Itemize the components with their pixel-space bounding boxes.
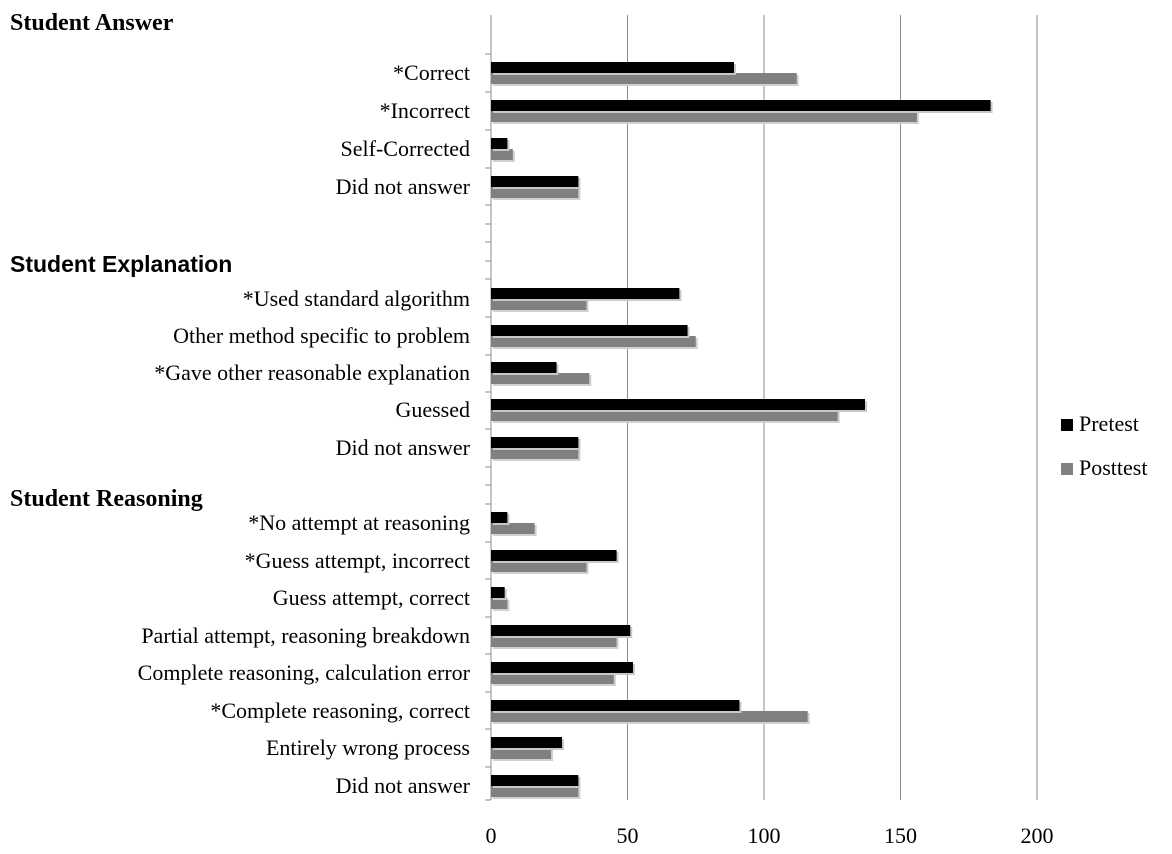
legend-label: Posttest — [1079, 455, 1147, 480]
x-tick-label: 200 — [1021, 823, 1054, 848]
posttest-bar — [491, 711, 808, 722]
pretest-bar — [491, 700, 740, 711]
pretest-bar — [491, 550, 617, 561]
pretest-bar — [491, 138, 508, 149]
pretest-bar — [491, 100, 991, 111]
pretest-bar — [491, 775, 579, 786]
category-label: Partial attempt, reasoning breakdown — [141, 623, 470, 648]
legend-swatch-pretest — [1061, 419, 1073, 431]
pretest-bar — [491, 176, 579, 187]
pretest-bar — [491, 62, 734, 73]
pretest-bar — [491, 288, 680, 299]
posttest-bar — [491, 149, 513, 160]
x-tick-label: 50 — [617, 823, 639, 848]
posttest-bar — [491, 636, 617, 647]
category-labels: *Correct *Incorrect Self-Corrected Did not … — [138, 60, 471, 798]
posttest-bar — [491, 299, 587, 310]
category-label: Did not answer — [336, 773, 471, 798]
pretest-bar — [491, 325, 688, 336]
posttest-bar — [491, 598, 508, 609]
legend: Pretest Posttest — [1061, 411, 1147, 480]
pretest-bar — [491, 662, 633, 673]
posttest-bar — [491, 187, 579, 198]
posttest-bar — [491, 373, 590, 384]
category-label: Other method specific to problem — [173, 323, 470, 348]
posttest-bar — [491, 448, 579, 459]
category-label: *Incorrect — [380, 98, 470, 123]
section-titles: Student Answer Student Explanation Student… — [10, 10, 232, 512]
posttest-bar — [491, 561, 587, 572]
posttest-bar — [491, 673, 614, 684]
category-label: Did not answer — [336, 435, 471, 460]
pretest-bar — [491, 362, 557, 373]
category-label: Did not answer — [336, 174, 471, 199]
x-tick-label: 0 — [486, 823, 497, 848]
posttest-bar — [491, 786, 579, 797]
posttest-bar — [491, 73, 797, 84]
category-label: Self-Corrected — [341, 136, 471, 161]
posttest-bar — [491, 410, 838, 421]
x-tick-labels: 0 50 100 150 200 — [486, 823, 1054, 848]
posttest-bar — [491, 748, 552, 759]
category-axis — [485, 15, 492, 801]
pretest-bar — [491, 437, 579, 448]
bars — [491, 62, 993, 799]
category-label: *Complete reasoning, correct — [210, 698, 470, 723]
category-label: *No attempt at reasoning — [248, 510, 470, 535]
posttest-bar — [491, 336, 696, 347]
legend-label: Pretest — [1079, 411, 1139, 436]
category-label: *Used standard algorithm — [243, 286, 470, 311]
category-label: Complete reasoning, calculation error — [138, 660, 471, 685]
posttest-bar — [491, 523, 535, 534]
category-label: *Gave other reasonable explanation — [154, 360, 470, 385]
category-label: Guessed — [395, 397, 470, 422]
category-label: Guess attempt, correct — [273, 585, 470, 610]
x-tick-label: 150 — [884, 823, 917, 848]
x-tick-label: 100 — [748, 823, 781, 848]
legend-swatch-posttest — [1061, 463, 1073, 475]
category-label: *Correct — [393, 60, 470, 85]
pretest-bar — [491, 399, 866, 410]
pretest-bar — [491, 587, 505, 598]
section-title: Student Explanation — [10, 251, 232, 277]
posttest-bar — [491, 111, 917, 122]
pretest-bar — [491, 512, 508, 523]
section-title: Student Reasoning — [10, 486, 203, 512]
category-label: Entirely wrong process — [266, 735, 470, 760]
category-label: *Guess attempt, incorrect — [245, 548, 470, 573]
pretest-bar — [491, 737, 562, 748]
section-title: Student Answer — [10, 10, 174, 36]
pretest-bar — [491, 625, 631, 636]
